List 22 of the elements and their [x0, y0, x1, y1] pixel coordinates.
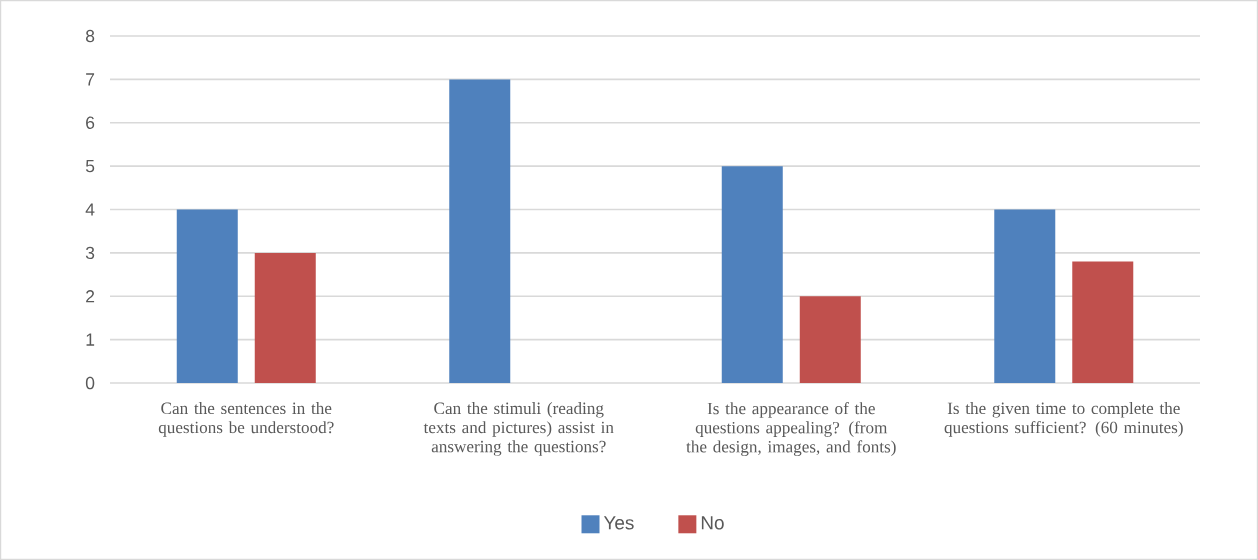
y-tick-label: 1	[86, 333, 95, 346]
x-tick-label: Is the given time to complete the questions sufficient? (60 minutes)	[944, 402, 1183, 437]
x-tick-label: Is the appearance of the questions appealing? (from the design, images, and fonts)	[686, 402, 896, 457]
legend-label: Yes	[603, 516, 634, 530]
y-tick-label: 2	[86, 290, 95, 303]
y-tick-label: 6	[86, 116, 95, 129]
bar	[994, 209, 1056, 383]
y-tick-label: 7	[86, 73, 95, 86]
y-tick-label: 5	[85, 160, 95, 173]
y-tick-label: 0	[85, 376, 95, 390]
y-tick-label: 8	[85, 29, 95, 43]
x-tick-label: Can the stimuli (reading texts and pictures) assist in answering the questions?	[423, 402, 614, 456]
legend-label: No	[701, 516, 724, 530]
bar	[449, 79, 511, 383]
y-tick-label: 4	[85, 203, 95, 216]
y-tick-label: 3	[85, 246, 95, 260]
x-tick-label: Can the sentences in the questions be understood?	[158, 402, 334, 437]
bar	[799, 296, 861, 383]
bar	[721, 166, 783, 383]
bar	[176, 209, 238, 383]
bar	[254, 252, 316, 383]
bar	[1072, 261, 1134, 383]
